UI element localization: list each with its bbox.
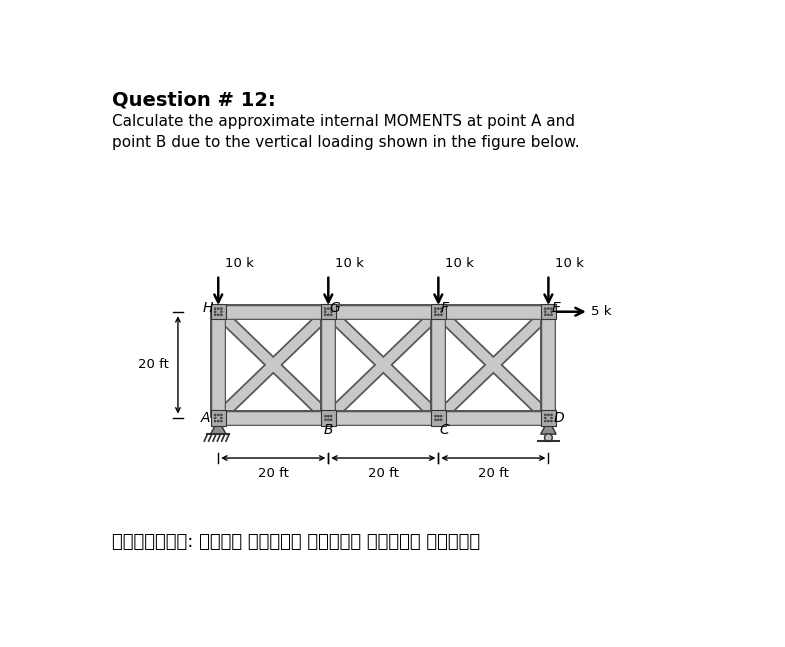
Text: Question # 12:: Question # 12:: [112, 91, 276, 110]
Circle shape: [327, 419, 329, 421]
Circle shape: [547, 414, 550, 416]
Circle shape: [550, 414, 553, 416]
Text: E: E: [552, 301, 560, 315]
Text: F: F: [440, 301, 448, 315]
Circle shape: [440, 314, 443, 316]
Bar: [320, 410, 336, 426]
Circle shape: [440, 419, 442, 421]
Text: Calculate the approximate internal MOMENTS at point A and: Calculate the approximate internal MOMEN…: [112, 114, 575, 129]
Circle shape: [221, 307, 222, 310]
Circle shape: [330, 314, 332, 316]
Bar: [431, 304, 446, 320]
Circle shape: [221, 314, 222, 316]
Circle shape: [544, 420, 546, 422]
Text: D: D: [554, 411, 564, 425]
Circle shape: [547, 420, 550, 422]
Circle shape: [544, 417, 546, 419]
Circle shape: [324, 311, 327, 313]
Circle shape: [214, 314, 216, 316]
Circle shape: [550, 307, 553, 310]
Circle shape: [221, 420, 222, 422]
Circle shape: [544, 307, 546, 310]
Circle shape: [435, 415, 436, 417]
Text: 20 ft: 20 ft: [138, 358, 169, 371]
Circle shape: [437, 314, 440, 316]
Text: H: H: [203, 301, 213, 315]
Circle shape: [550, 314, 553, 316]
Bar: [431, 410, 446, 426]
Circle shape: [545, 433, 553, 441]
Text: point B due to the vertical loading shown in the figure below.: point B due to the vertical loading show…: [112, 135, 579, 149]
Circle shape: [437, 415, 440, 417]
Circle shape: [550, 417, 553, 419]
Bar: [320, 304, 336, 320]
Text: C: C: [440, 422, 450, 437]
Circle shape: [217, 314, 219, 316]
Circle shape: [435, 419, 436, 421]
Circle shape: [214, 307, 216, 310]
Circle shape: [214, 311, 216, 313]
Circle shape: [217, 307, 219, 310]
Circle shape: [221, 414, 222, 416]
Circle shape: [547, 314, 550, 316]
Text: 10 k: 10 k: [445, 257, 474, 270]
Circle shape: [214, 420, 216, 422]
Circle shape: [434, 311, 436, 313]
Circle shape: [221, 417, 222, 419]
Circle shape: [437, 307, 440, 310]
Circle shape: [440, 415, 442, 417]
Circle shape: [434, 314, 436, 316]
Text: B: B: [323, 422, 333, 437]
Circle shape: [550, 420, 553, 422]
Text: 20 ft: 20 ft: [478, 467, 509, 480]
Circle shape: [437, 419, 440, 421]
Circle shape: [330, 419, 332, 421]
Text: 5 k: 5 k: [591, 305, 612, 318]
Text: 10 k: 10 k: [335, 257, 364, 270]
Text: निर्देश: अपने अंतिम उत्तर बॉक्स करें।: निर्देश: अपने अंतिम उत्तर बॉक्स करें।: [112, 533, 480, 551]
Circle shape: [217, 414, 219, 416]
Text: 20 ft: 20 ft: [257, 467, 289, 480]
Circle shape: [330, 307, 332, 310]
Circle shape: [324, 419, 327, 421]
Circle shape: [214, 417, 216, 419]
Text: G: G: [329, 301, 340, 315]
Circle shape: [327, 415, 329, 417]
Circle shape: [440, 307, 443, 310]
Circle shape: [547, 307, 550, 310]
Circle shape: [550, 311, 553, 313]
Polygon shape: [541, 419, 556, 434]
Circle shape: [327, 307, 329, 310]
Circle shape: [544, 311, 546, 313]
Circle shape: [324, 314, 327, 316]
Text: A: A: [200, 411, 210, 425]
Text: 20 ft: 20 ft: [368, 467, 399, 480]
Text: 10 k: 10 k: [225, 257, 254, 270]
Text: 10 k: 10 k: [555, 257, 584, 270]
Circle shape: [434, 307, 436, 310]
Bar: [541, 304, 556, 320]
Circle shape: [324, 415, 327, 417]
Circle shape: [324, 307, 327, 310]
Polygon shape: [210, 419, 226, 434]
Circle shape: [544, 414, 546, 416]
Circle shape: [330, 311, 332, 313]
Circle shape: [217, 420, 219, 422]
Circle shape: [214, 414, 216, 416]
Bar: [210, 410, 226, 426]
Bar: [541, 410, 556, 426]
Circle shape: [330, 415, 332, 417]
Circle shape: [440, 311, 443, 313]
Circle shape: [327, 314, 329, 316]
Bar: [210, 304, 226, 320]
Circle shape: [544, 314, 546, 316]
Circle shape: [221, 311, 222, 313]
